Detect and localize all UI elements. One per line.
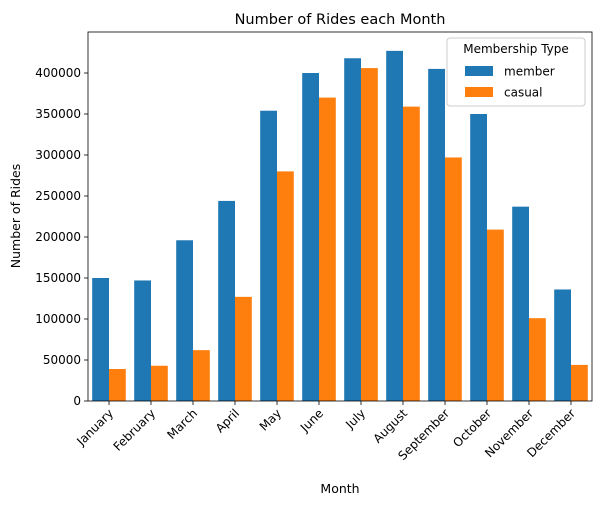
x-tick-label: July bbox=[342, 406, 368, 432]
bar-casual-august bbox=[403, 106, 420, 402]
legend-title: Membership Type bbox=[463, 42, 569, 56]
bar-casual-may bbox=[277, 171, 294, 401]
bar-member-june bbox=[302, 73, 319, 401]
bar-casual-april bbox=[235, 296, 252, 401]
x-tick-label: January bbox=[73, 406, 116, 449]
bar-member-january bbox=[92, 278, 109, 401]
bar-casual-december bbox=[571, 364, 588, 401]
y-tick-label: 200000 bbox=[35, 230, 81, 244]
x-tick-label: May bbox=[257, 406, 284, 433]
bar-member-april bbox=[218, 200, 235, 401]
legend-swatch-casual bbox=[465, 87, 493, 97]
bar-casual-september bbox=[445, 157, 462, 401]
plot-frame bbox=[87, 31, 593, 402]
bar-member-november bbox=[512, 206, 529, 401]
bar-member-october bbox=[470, 114, 487, 401]
legend: Membership Type member casual bbox=[446, 37, 586, 107]
y-tick-label: 0 bbox=[73, 394, 81, 408]
bar-member-july bbox=[344, 58, 361, 402]
x-axis-label: Month bbox=[320, 481, 359, 496]
y-tick-label: 400000 bbox=[35, 66, 81, 80]
bar-casual-january bbox=[109, 369, 126, 401]
legend-label-casual: casual bbox=[504, 86, 543, 100]
bar-member-september bbox=[428, 68, 445, 402]
bar-casual-february bbox=[151, 365, 168, 401]
bar-casual-july bbox=[361, 68, 378, 401]
x-tick-label: June bbox=[297, 406, 326, 435]
bar-member-february bbox=[134, 280, 151, 401]
x-tick-label: August bbox=[371, 406, 411, 446]
legend-label-member: member bbox=[504, 65, 555, 79]
bar-casual-june bbox=[319, 97, 336, 401]
bar-casual-march bbox=[193, 350, 210, 401]
y-tick-label: 250000 bbox=[35, 189, 81, 203]
y-tick-label: 300000 bbox=[35, 148, 81, 162]
y-tick-label: 350000 bbox=[35, 107, 81, 121]
y-tick-label: 150000 bbox=[35, 271, 81, 285]
legend-swatch-member bbox=[465, 66, 493, 76]
bar-casual-november bbox=[529, 318, 546, 401]
bar-member-march bbox=[176, 240, 193, 401]
y-axis-label: Number of Rides bbox=[8, 164, 23, 269]
bar-member-may bbox=[260, 110, 277, 401]
bar-casual-october bbox=[487, 229, 504, 401]
x-tick-label: April bbox=[213, 406, 242, 435]
chart-title: Number of Rides each Month bbox=[235, 12, 446, 28]
y-tick-label: 100000 bbox=[35, 312, 81, 326]
y-tick-label: 50000 bbox=[43, 353, 81, 367]
x-tick-label: March bbox=[164, 406, 200, 442]
bar-member-december bbox=[554, 289, 571, 401]
bar-member-august bbox=[386, 50, 403, 402]
x-tick-label: February bbox=[111, 406, 159, 454]
bars-layer bbox=[92, 50, 588, 402]
